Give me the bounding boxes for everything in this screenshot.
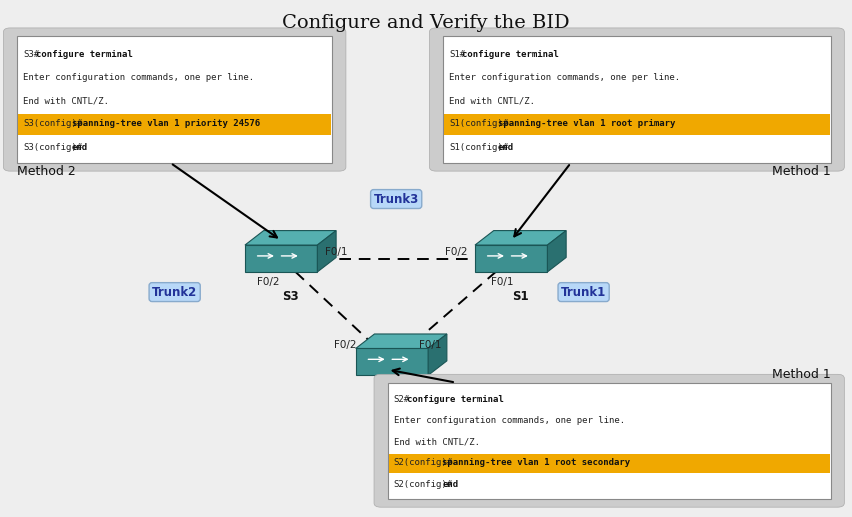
- Text: S3(config)#: S3(config)#: [23, 143, 82, 151]
- FancyBboxPatch shape: [388, 383, 831, 499]
- Text: End with CNTL/Z.: End with CNTL/Z.: [394, 437, 480, 446]
- Text: F0/2: F0/2: [334, 340, 356, 350]
- Text: Trunk1: Trunk1: [561, 285, 607, 299]
- Polygon shape: [356, 348, 429, 375]
- Polygon shape: [245, 245, 317, 272]
- FancyBboxPatch shape: [429, 28, 844, 171]
- FancyBboxPatch shape: [3, 28, 346, 171]
- Text: S1(config)#: S1(config)#: [449, 143, 508, 151]
- Text: Method 1: Method 1: [772, 165, 831, 178]
- Text: Enter configuration commands, one per line.: Enter configuration commands, one per li…: [394, 416, 625, 425]
- Polygon shape: [245, 231, 337, 245]
- Text: end: end: [498, 143, 514, 151]
- Text: F0/1: F0/1: [325, 247, 348, 257]
- Text: Enter configuration commands, one per line.: Enter configuration commands, one per li…: [23, 73, 254, 82]
- Text: S2(config)#: S2(config)#: [394, 480, 452, 489]
- FancyBboxPatch shape: [17, 36, 332, 163]
- Text: F0/2: F0/2: [257, 277, 279, 287]
- Text: S2#: S2#: [394, 395, 410, 404]
- Text: configure terminal: configure terminal: [463, 50, 559, 58]
- Text: spanning-tree vlan 1 priority 24576: spanning-tree vlan 1 priority 24576: [72, 119, 260, 128]
- Text: End with CNTL/Z.: End with CNTL/Z.: [449, 96, 535, 105]
- Text: Enter configuration commands, one per line.: Enter configuration commands, one per li…: [449, 73, 680, 82]
- Text: End with CNTL/Z.: End with CNTL/Z.: [23, 96, 109, 105]
- Text: spanning-tree vlan 1 root secondary: spanning-tree vlan 1 root secondary: [442, 459, 630, 467]
- Text: S3: S3: [282, 290, 299, 303]
- Bar: [389, 453, 830, 473]
- Bar: [18, 114, 331, 134]
- Polygon shape: [547, 231, 566, 272]
- Text: Configure and Verify the BID: Configure and Verify the BID: [282, 14, 570, 32]
- Text: S2: S2: [393, 393, 410, 406]
- Polygon shape: [475, 231, 566, 245]
- Polygon shape: [429, 334, 447, 375]
- Text: configure terminal: configure terminal: [407, 395, 504, 404]
- Polygon shape: [475, 245, 547, 272]
- Text: S3#: S3#: [23, 50, 39, 58]
- Text: S2(config)#: S2(config)#: [394, 459, 452, 467]
- Text: S1: S1: [512, 290, 529, 303]
- Text: configure terminal: configure terminal: [37, 50, 133, 58]
- Text: S1(config)#: S1(config)#: [449, 119, 508, 128]
- Text: Trunk3: Trunk3: [373, 192, 419, 206]
- Polygon shape: [356, 334, 447, 348]
- Text: end: end: [442, 480, 458, 489]
- Text: S1#: S1#: [449, 50, 465, 58]
- Text: F0/1: F0/1: [419, 340, 441, 350]
- Text: Trunk2: Trunk2: [152, 285, 198, 299]
- Text: F0/1: F0/1: [492, 277, 514, 287]
- Text: Method 1: Method 1: [772, 368, 831, 382]
- FancyBboxPatch shape: [374, 374, 844, 507]
- Text: Method 2: Method 2: [17, 165, 76, 178]
- FancyBboxPatch shape: [443, 36, 831, 163]
- Bar: [444, 114, 830, 134]
- Text: end: end: [72, 143, 88, 151]
- Text: S3(config)#: S3(config)#: [23, 119, 82, 128]
- Text: F0/2: F0/2: [445, 247, 467, 257]
- Polygon shape: [317, 231, 337, 272]
- Text: spanning-tree vlan 1 root primary: spanning-tree vlan 1 root primary: [498, 119, 675, 128]
